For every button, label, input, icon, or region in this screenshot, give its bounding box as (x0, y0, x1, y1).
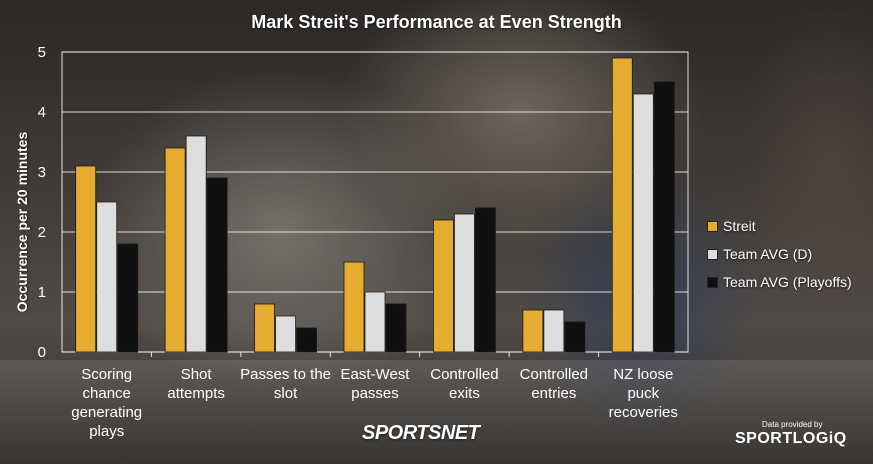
bar-streit (254, 303, 275, 353)
x-tick-label-line: Shot (181, 366, 213, 383)
x-tick-label: Controlled entries (520, 366, 588, 402)
x-tick-label-line: Controlled (520, 366, 588, 383)
x-tick-label-line: slot (274, 385, 298, 402)
bar-streit (522, 309, 544, 353)
bar-streit (433, 219, 454, 353)
x-tick-label-line: puck (627, 385, 659, 402)
legend-item-team-avg-playoffs: Team AVG (Playoffs) (707, 268, 852, 296)
y-tick-label: 4 (38, 104, 46, 121)
x-tick-label-line: Controlled (430, 366, 498, 383)
bar-team-avg-playoffs (475, 207, 496, 353)
x-tick-label: NZ loose puck recoveries (609, 366, 678, 421)
y-tick-label: 1 (38, 284, 46, 301)
background-ice (0, 360, 873, 464)
x-tick-label-line: generating (71, 404, 142, 421)
bar-team-avg-d (364, 291, 386, 353)
x-tick-label-line: recoveries (609, 404, 678, 421)
x-tick-label: Shot attempts (167, 366, 225, 402)
x-tick-label-line: chance (83, 385, 131, 402)
y-tick-label: 5 (38, 44, 46, 61)
x-tick-label-line: attempts (167, 385, 225, 402)
x-tick-label-line: passes (351, 385, 399, 402)
x-tick-label: Passes to the slot (240, 366, 331, 402)
legend: Streit Team AVG (D) Team AVG (Playoffs) (707, 212, 852, 296)
legend-label-team-avg-playoffs: Team AVG (Playoffs) (723, 274, 852, 290)
x-tick-label-line: Scoring (81, 366, 132, 383)
bar-team-avg-playoffs (385, 303, 407, 353)
chart-title: Mark Streit's Performance at Even Streng… (251, 12, 622, 32)
bar-streit (343, 261, 365, 353)
y-tick-label: 0 (38, 344, 46, 361)
legend-swatch-streit (707, 220, 718, 232)
bar-team-avg-playoffs (653, 81, 675, 353)
sportsnet-logo: SPORTSNET (362, 422, 480, 444)
data-credit-text: Data provided by (762, 420, 823, 429)
x-tick-label-line: entries (531, 385, 576, 402)
bar-streit (164, 147, 186, 353)
legend-label-team-avg-d: Team AVG (D) (723, 246, 813, 262)
x-tick-label-line: Passes to the (240, 366, 331, 383)
legend-item-team-avg-d: Team AVG (D) (707, 240, 852, 268)
y-tick-label: 2 (38, 224, 46, 241)
legend-swatch-team-avg-d (707, 248, 718, 260)
bar-team-avg-d (185, 135, 207, 353)
legend-label-streit: Streit (723, 218, 756, 234)
bar-team-avg-d (96, 201, 118, 353)
x-tick-label: East-West passes (341, 366, 411, 402)
x-tick-label-line: exits (449, 385, 480, 402)
bar-streit (75, 165, 97, 353)
bar-team-avg-playoffs (206, 177, 228, 353)
bar-team-avg-d (543, 309, 565, 353)
x-tick-label-line: NZ loose (613, 366, 673, 383)
x-tick-label-line: East-West (341, 366, 411, 383)
bar-team-avg-d (632, 93, 654, 353)
y-tick-label: 3 (38, 164, 46, 181)
bar-team-avg-d (454, 213, 475, 353)
x-tick-label: Scoring chance generating plays (71, 366, 142, 440)
legend-item-streit: Streit (707, 212, 852, 240)
x-tick-label-line: plays (89, 423, 124, 440)
sportlogiq-logo: SPORTLOGiQ (735, 430, 847, 447)
bar-team-avg-d (275, 315, 296, 353)
bar-team-avg-playoffs (117, 243, 139, 353)
legend-swatch-team-avg-playoffs (707, 276, 718, 288)
bar-streit (611, 57, 633, 353)
bar-team-avg-playoffs (296, 327, 317, 353)
bar-team-avg-playoffs (564, 321, 586, 353)
x-tick-label: Controlled exits (430, 366, 498, 402)
